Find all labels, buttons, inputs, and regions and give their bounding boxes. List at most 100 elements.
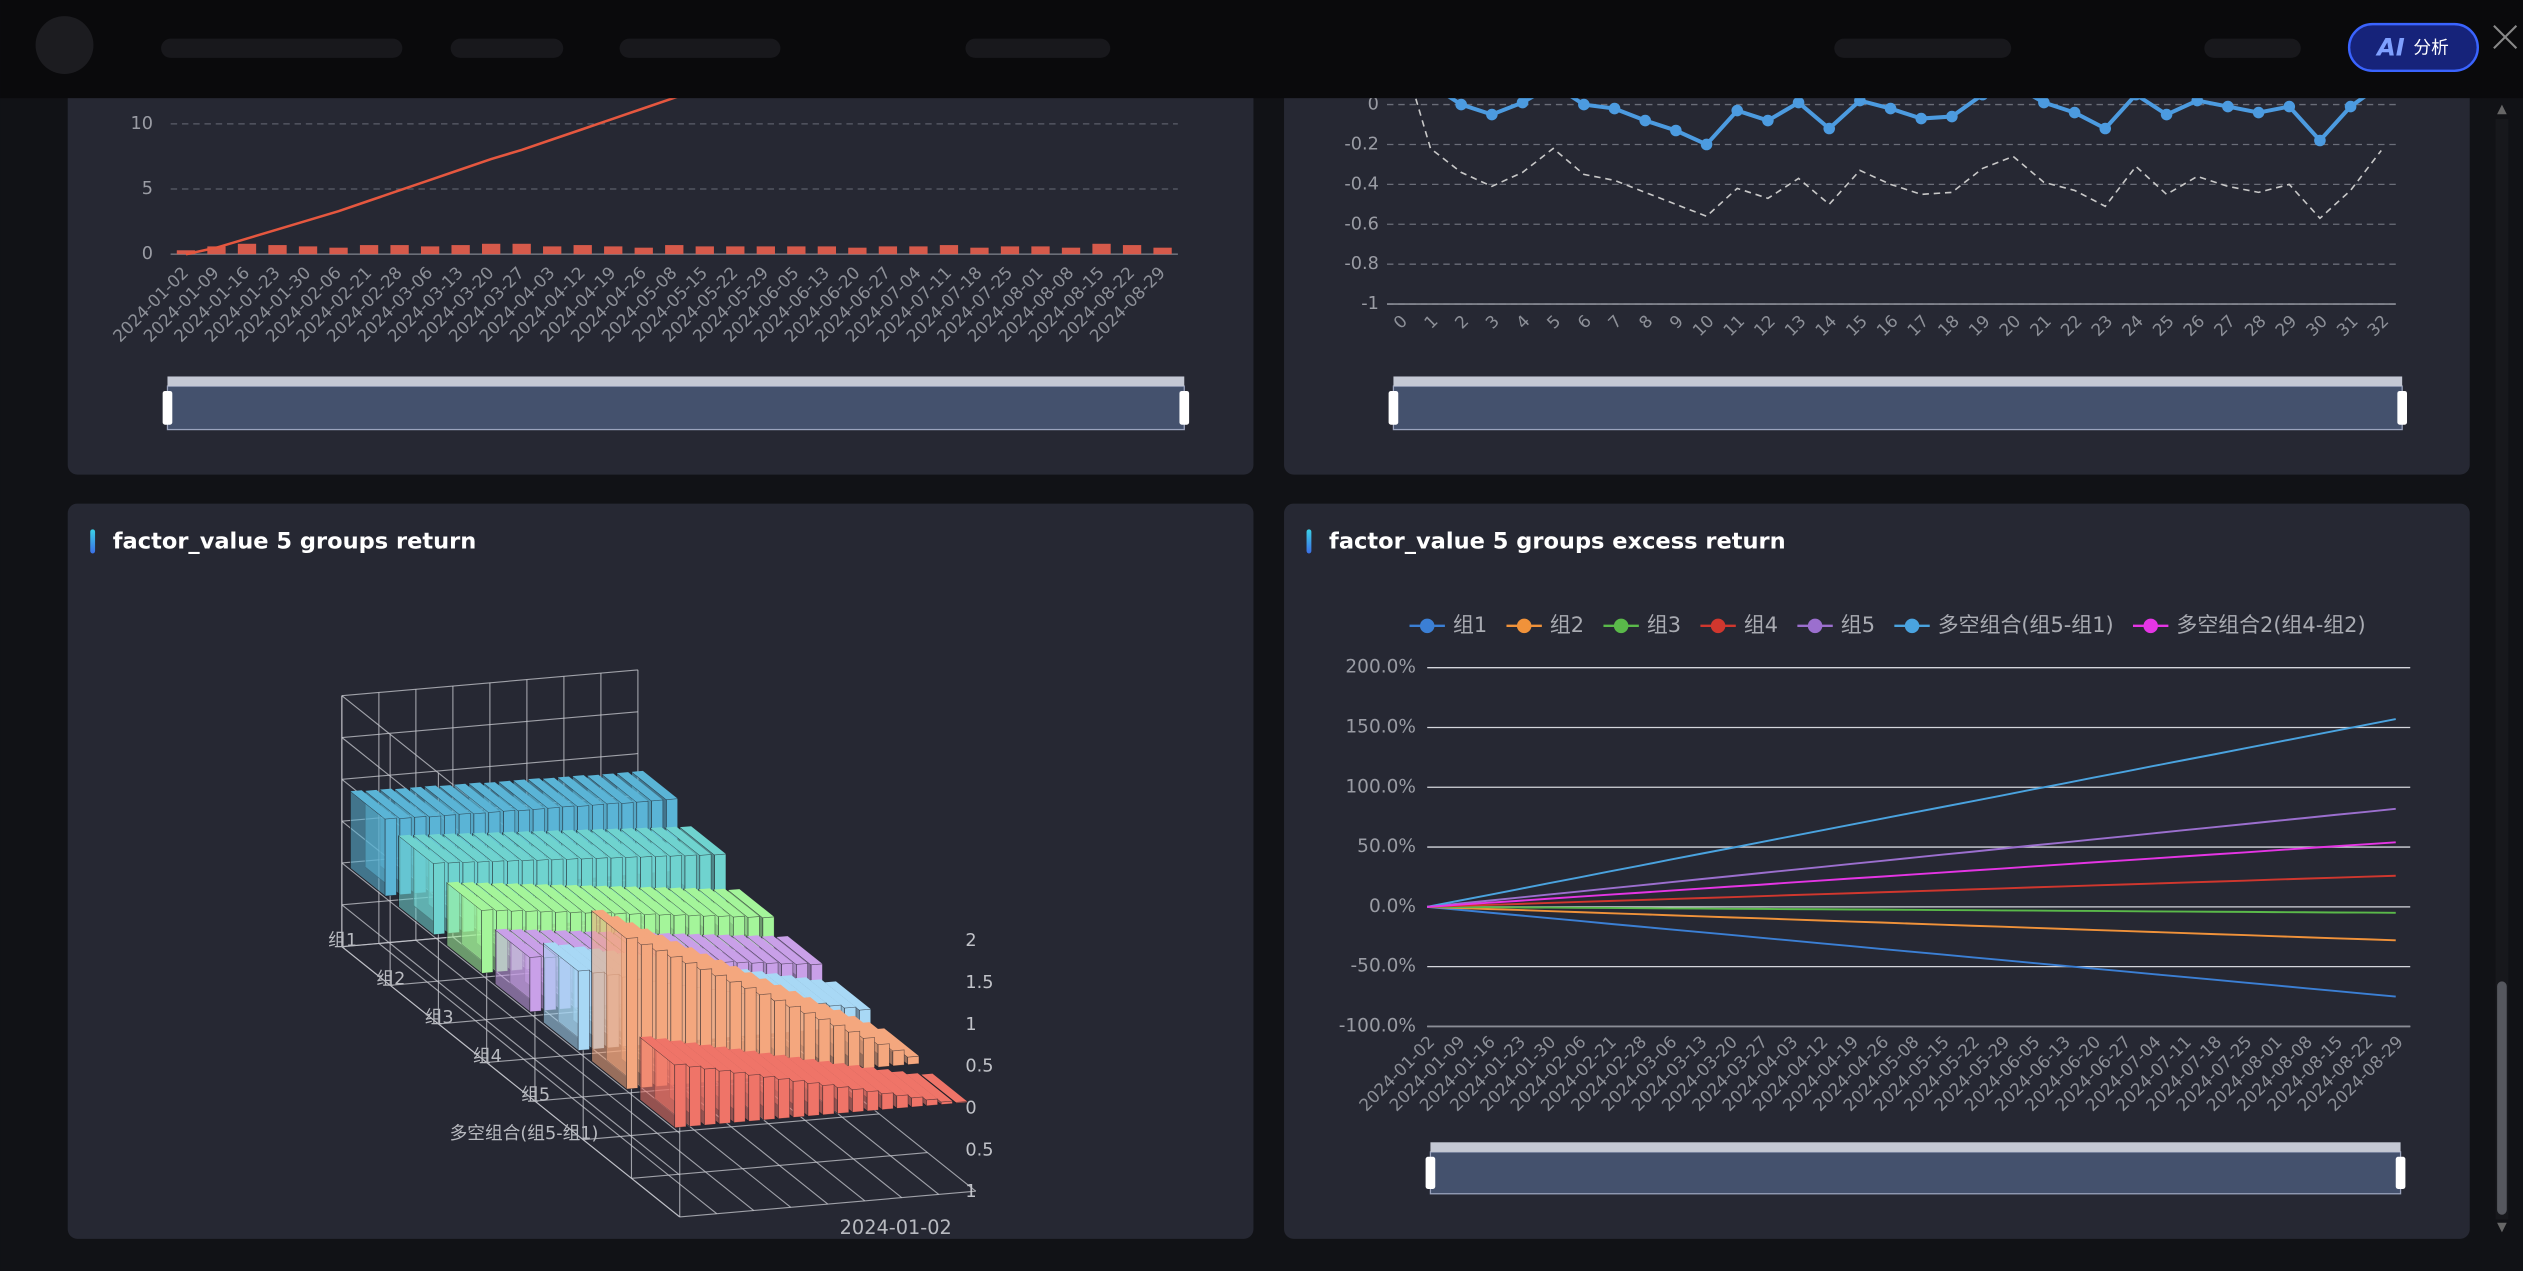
bar-top: [639, 1036, 687, 1065]
bar-top: [557, 776, 604, 806]
bar-3d: [543, 942, 590, 1052]
bar-top: [698, 888, 745, 918]
bar-top: [565, 884, 612, 914]
bar: [543, 246, 562, 255]
bar-top: [654, 887, 701, 916]
bar: [970, 247, 989, 255]
bar: [909, 246, 928, 255]
floor-line: [679, 1190, 976, 1218]
y-tick-label: 0.0%: [1369, 896, 1416, 917]
bar-top: [424, 785, 471, 815]
marker: [1578, 98, 1590, 111]
bar-front: [907, 1055, 920, 1065]
data-zoom-handle: [1179, 390, 1190, 425]
bar-top: [635, 827, 682, 857]
bar: [390, 245, 409, 255]
bar: [481, 243, 501, 255]
bar: [1061, 247, 1081, 255]
x-label: 2024-01-02: [840, 1216, 952, 1239]
bar-top: [687, 933, 734, 963]
nav-blur: [1834, 38, 2012, 58]
data-zoom-bar: [167, 376, 1185, 387]
bar-top: [650, 827, 697, 856]
bar: [1153, 247, 1172, 255]
y-tick-label: 5: [142, 179, 153, 199]
bar-top: [624, 886, 671, 916]
panel: [1284, 503, 2470, 1239]
bar-front: [862, 1037, 875, 1069]
bar-top: [728, 889, 775, 918]
bar-top: [443, 833, 490, 863]
bar-top: [699, 1044, 746, 1074]
logo-blur: [35, 16, 94, 75]
bar-top: [350, 790, 397, 820]
bar-front: [748, 1073, 761, 1122]
close-stroke[interactable]: [2493, 25, 2518, 50]
legend-icon: [1516, 618, 1532, 634]
ai-button-bg[interactable]: [2347, 22, 2480, 72]
legend-label: 组5: [1841, 613, 1875, 637]
bar: [939, 245, 959, 255]
bar-top: [609, 885, 656, 915]
y-tick-label: -0.6: [1344, 214, 1379, 234]
bar: [604, 246, 623, 255]
scrollbar-thumb[interactable]: [2497, 981, 2507, 1215]
bar-top: [616, 772, 663, 801]
legend-icon: [1904, 618, 1920, 634]
floor-line: [631, 1152, 928, 1179]
legend-label: 组2: [1550, 613, 1584, 637]
bar: [726, 246, 745, 255]
marker: [1486, 108, 1498, 121]
chart: 05102024-01-022024-01-092024-01-162024-0…: [109, 57, 1178, 346]
bar-front: [848, 1030, 861, 1071]
row-label: 多空组合(组5-组1): [450, 1123, 599, 1144]
marker: [2160, 108, 2173, 121]
panel-title: factor_value 5 groups excess return: [1329, 529, 1786, 555]
line: [1427, 874, 2396, 908]
ai-button[interactable]: AI 分析: [2347, 22, 2480, 72]
bar-top: [535, 884, 582, 913]
bar: [848, 247, 867, 255]
legend-icon: [2143, 618, 2158, 634]
y-tick-label: 150.0%: [1345, 716, 1416, 737]
bar-front: [896, 1094, 909, 1109]
bar-front: [689, 1065, 702, 1127]
scroll-down[interactable]: [2497, 1222, 2507, 1233]
bar-top: [380, 788, 427, 818]
bar: [359, 245, 379, 255]
bar-3d: [494, 928, 542, 1013]
floor-line: [415, 939, 755, 1211]
bar-top: [773, 1054, 820, 1084]
bar: [237, 243, 257, 255]
bar-top: [543, 942, 590, 972]
y-tick-label: -50.0%: [1350, 956, 1415, 977]
bar-front: [529, 956, 542, 1013]
ai-label[interactable]: 分析: [2413, 37, 2448, 58]
scroll-up[interactable]: [2497, 104, 2507, 115]
y-tick-label: 0: [1368, 95, 1379, 115]
bar-3d: [920, 1073, 968, 1104]
line: [1404, 64, 2382, 220]
row-label: 组3: [425, 1007, 454, 1028]
bar-front: [822, 1084, 835, 1116]
marker: [2068, 106, 2081, 119]
scrollbar-track[interactable]: [2495, 119, 2509, 1220]
close-button[interactable]: [2493, 25, 2518, 50]
bar-top: [446, 881, 493, 911]
marker: [1731, 104, 1744, 117]
bar-top: [683, 887, 730, 917]
line: [1427, 718, 2396, 908]
grid-line: [341, 862, 681, 1134]
marker: [2038, 96, 2050, 109]
data-zoom: [1429, 1151, 2402, 1195]
row-label: 组4: [473, 1046, 502, 1067]
ai-icon[interactable]: AI: [2375, 33, 2405, 61]
bar-front: [892, 1049, 905, 1067]
bar-top: [576, 829, 623, 859]
bar-top: [468, 782, 515, 812]
bar-top: [591, 909, 638, 939]
bar-top: [461, 882, 508, 911]
grid-line: [341, 904, 681, 1176]
marker: [1455, 98, 1467, 111]
